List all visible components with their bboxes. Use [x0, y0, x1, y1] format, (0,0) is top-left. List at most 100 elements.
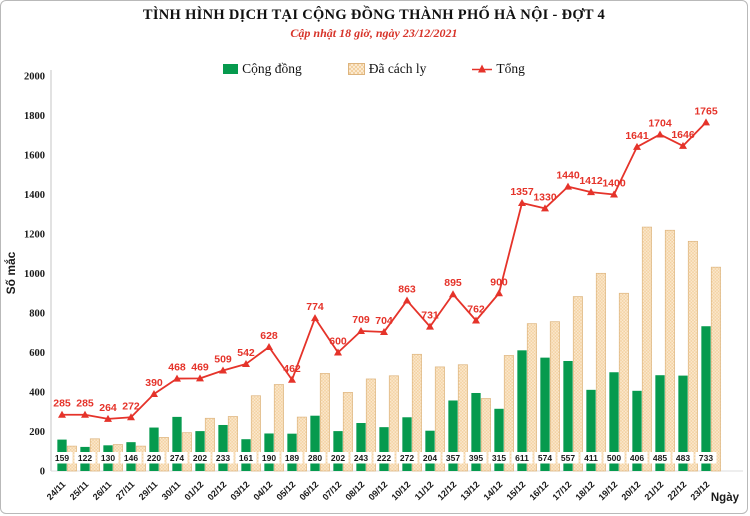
x-tick-label: 16/12: [527, 479, 550, 502]
bar-community: [632, 390, 642, 471]
bar-value-label: 190: [262, 453, 276, 463]
x-tick-label: 27/11: [114, 479, 137, 502]
bar-quarantine: [365, 378, 376, 472]
total-value-label: 731: [421, 310, 439, 322]
y-tick-label: 2000: [24, 72, 45, 83]
bar-value-label-bg: [626, 452, 648, 464]
total-marker: [380, 327, 388, 335]
bar-community: [517, 350, 527, 471]
bar-value-label: 485: [653, 453, 667, 463]
bar-value-label: 315: [492, 453, 506, 463]
bar-community: [356, 423, 366, 471]
y-tick-label: 0: [40, 467, 45, 478]
bar-value-label: 357: [446, 453, 460, 463]
total-marker: [564, 182, 572, 190]
bar-quarantine: [296, 416, 307, 472]
bar-quarantine: [572, 296, 583, 472]
bar-value-label-bg: [488, 452, 510, 464]
total-marker: [633, 142, 641, 150]
y-tick-label: 1600: [24, 151, 45, 162]
bar-quarantine: [549, 321, 560, 472]
legend-item-community: Cộng đồng: [223, 61, 302, 77]
x-tick-label: 08/12: [343, 479, 366, 502]
x-tick-label: 05/12: [274, 479, 297, 502]
bar-community: [655, 375, 665, 471]
total-value-label: 628: [260, 330, 278, 342]
bar-value-label: 130: [101, 453, 115, 463]
bar-quarantine: [710, 266, 721, 472]
bar-quarantine: [388, 375, 399, 472]
bar-community: [149, 427, 159, 471]
bar-quarantine: [250, 395, 261, 472]
total-value-label: 272: [122, 400, 140, 412]
total-value-label: 1400: [602, 178, 626, 190]
total-value-label: 468: [168, 362, 186, 374]
bar-community: [172, 416, 182, 471]
total-marker: [81, 410, 89, 418]
bar-community: [333, 431, 343, 471]
bar-quarantine: [319, 373, 330, 472]
legend-label-quarantine: Đã cách ly: [368, 61, 427, 76]
x-tick-label: 04/12: [251, 479, 274, 502]
x-tick-label: 29/11: [137, 479, 160, 502]
bar-value-label: 272: [400, 453, 414, 463]
total-value-label: 600: [329, 336, 347, 348]
y-tick-label: 1000: [24, 269, 45, 280]
total-value-label: 1357: [510, 186, 534, 198]
total-value-label: 542: [237, 347, 255, 359]
y-tick-label: 200: [29, 427, 45, 438]
bar-value-label: 500: [607, 453, 621, 463]
bar-value-label: 411: [584, 453, 598, 463]
total-value-label: 895: [444, 277, 462, 289]
bar-value-label: 202: [331, 453, 345, 463]
bar-value-label: 202: [193, 453, 207, 463]
total-marker: [587, 188, 595, 196]
y-tick-label: 1200: [24, 230, 45, 241]
y-tick-label: 600: [29, 348, 45, 359]
legend-item-quarantine: Đã cách ly: [347, 61, 427, 77]
chart-title: TÌNH HÌNH DỊCH TẠI CỘNG ĐỒNG THÀNH PHỐ H…: [142, 7, 606, 23]
x-tick-label: 07/12: [320, 479, 343, 502]
x-axis-title: Ngày: [711, 492, 740, 504]
bar-value-label-bg: [166, 452, 188, 464]
total-marker: [518, 198, 526, 206]
x-tick-label: 20/12: [619, 479, 642, 502]
x-tick-label: 26/11: [91, 479, 114, 502]
total-value-label: 462: [283, 363, 301, 375]
x-tick-label: 12/12: [435, 479, 458, 502]
bar-value-label: 189: [285, 453, 299, 463]
bar-value-label-bg: [373, 452, 395, 464]
bar-value-label-bg: [258, 452, 280, 464]
total-marker: [311, 314, 319, 322]
bar-value-label: 733: [699, 453, 713, 463]
x-tick-label: 24/11: [45, 479, 68, 502]
total-marker: [127, 413, 135, 421]
bar-community: [540, 357, 550, 471]
x-tick-label: 17/12: [550, 479, 573, 502]
total-marker: [357, 326, 365, 334]
total-marker: [656, 130, 664, 138]
bar-quarantine: [273, 384, 284, 472]
total-marker: [288, 375, 296, 383]
bar-value-label-bg: [557, 452, 579, 464]
y-tick-label: 400: [29, 388, 45, 399]
total-marker: [173, 374, 181, 382]
bar-community: [701, 326, 711, 471]
bar-value-label: 557: [561, 453, 575, 463]
total-value-label: 1330: [533, 191, 557, 203]
bar-value-label-bg: [695, 452, 717, 464]
bar-value-label-bg: [235, 452, 257, 464]
bar-community: [195, 431, 205, 471]
bar-community: [471, 392, 481, 471]
bar-value-label-bg: [74, 452, 96, 464]
quarantine-swatch-icon: [347, 63, 365, 75]
bar-quarantine: [342, 392, 353, 472]
bar-community: [379, 427, 389, 471]
total-marker: [265, 342, 273, 350]
bar-quarantine: [411, 353, 422, 472]
x-tick-label: 14/12: [481, 479, 504, 502]
bar-community: [425, 430, 435, 471]
bar-value-label: 611: [515, 453, 529, 463]
bar-quarantine: [204, 417, 215, 472]
